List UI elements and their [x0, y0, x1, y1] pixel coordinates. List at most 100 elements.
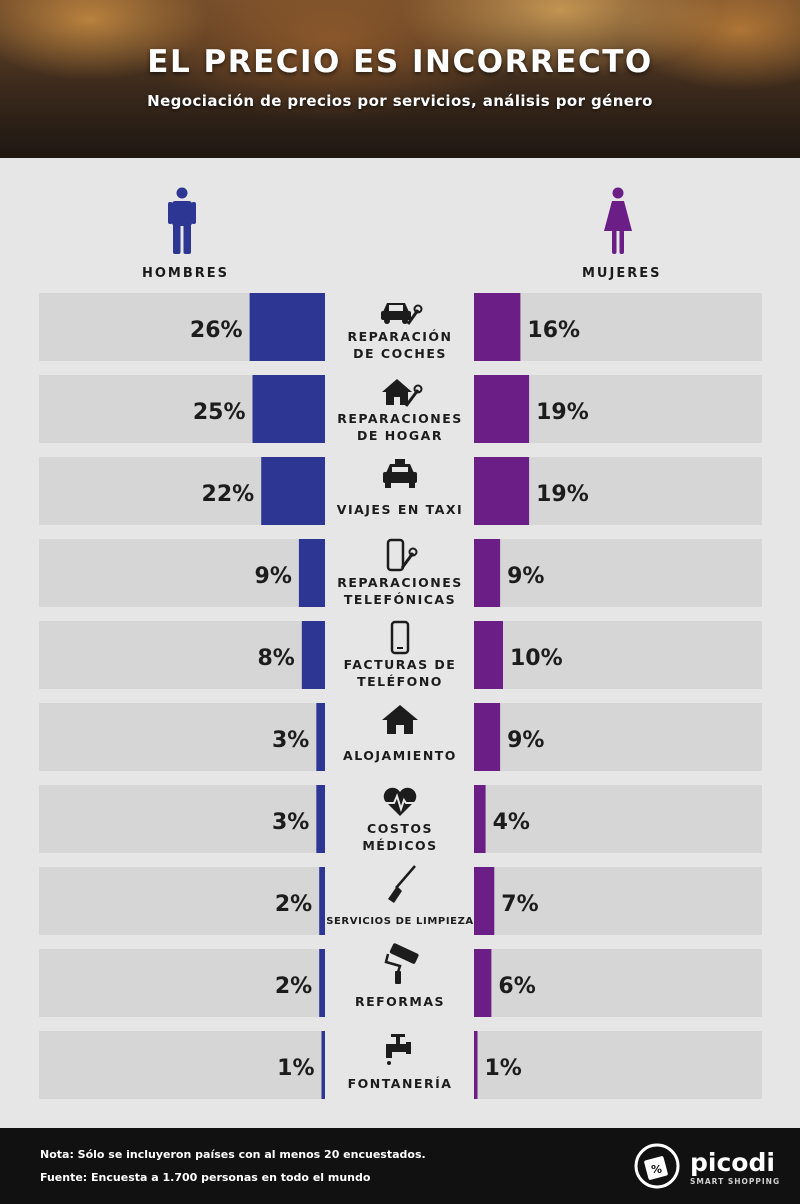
value-label-women: 10% — [510, 646, 563, 671]
value-label-men: 8% — [257, 646, 294, 671]
category-label: REPARACIONES — [337, 575, 463, 590]
category-label: ALOJAMIENTO — [343, 748, 457, 763]
value-label-women: 4% — [493, 810, 530, 835]
bar-men — [252, 375, 325, 443]
car-wrench-icon — [381, 303, 423, 325]
logo-text: picodi — [690, 1148, 775, 1177]
footer-source: Fuente: Encuesta a 1.700 personas en tod… — [40, 1171, 371, 1184]
man-icon — [168, 187, 196, 254]
category-label: TELÉFONO — [357, 674, 443, 689]
category-label: TELEFÓNICAS — [344, 592, 456, 607]
row-background-men — [39, 785, 317, 853]
row-background-men — [39, 703, 317, 771]
logo-subtext: SMART SHOPPING — [690, 1177, 781, 1186]
footer: Nota: Sólo se incluyeron países con al m… — [0, 1128, 800, 1204]
bar-men — [261, 457, 325, 525]
row-background-men — [39, 621, 302, 689]
category-label: COSTOS — [367, 821, 433, 836]
category-label: SERVICIOS DE LIMPIEZA — [326, 916, 474, 927]
legend-women-label: MUJERES — [582, 266, 662, 281]
picodi-logo-icon: % — [634, 1143, 680, 1189]
value-label-men: 22% — [202, 482, 255, 507]
faucet-icon — [386, 1034, 411, 1065]
value-label-women: 19% — [536, 482, 589, 507]
page-title: EL PRECIO ES INCORRECTO — [147, 44, 653, 80]
bar-women — [474, 539, 501, 607]
value-label-men: 1% — [277, 1056, 314, 1081]
bar-women — [474, 703, 501, 771]
value-label-men: 2% — [275, 892, 312, 917]
row-background-men — [39, 867, 320, 935]
header-banner: EL PRECIO ES INCORRECTO Negociación de p… — [0, 0, 800, 158]
category-label: VIAJES EN TAXI — [337, 502, 463, 517]
row-background-women — [520, 293, 762, 361]
bar-women — [474, 949, 492, 1017]
bar-men — [321, 1031, 325, 1099]
value-label-women: 1% — [485, 1056, 522, 1081]
house-wrench-icon — [382, 379, 423, 407]
row-background-women — [485, 785, 762, 853]
bar-women — [474, 457, 530, 525]
category-label: FONTANERÍA — [348, 1076, 453, 1091]
value-label-men: 26% — [190, 318, 243, 343]
phone-icon — [390, 620, 410, 655]
svg-text:%: % — [651, 1163, 662, 1176]
row-background-men — [39, 375, 253, 443]
bar-women — [474, 375, 530, 443]
category-label: DE COCHES — [353, 346, 447, 361]
category-label: MÉDICOS — [362, 838, 437, 853]
value-label-men: 3% — [272, 810, 309, 835]
row-background-men — [39, 293, 250, 361]
value-label-women: 9% — [507, 728, 544, 753]
page-subtitle: Negociación de precios por servicios, an… — [147, 92, 653, 110]
row-background-women — [494, 867, 762, 935]
row-background-women — [500, 539, 762, 607]
row-background-women — [503, 621, 762, 689]
value-label-men: 9% — [255, 564, 292, 589]
row-background-women — [500, 703, 762, 771]
bar-women — [474, 293, 521, 361]
category-label: DE HOGAR — [357, 428, 443, 443]
row-background-women — [477, 1031, 762, 1099]
value-label-women: 7% — [501, 892, 538, 917]
row-background-women — [529, 457, 762, 525]
value-label-men: 3% — [272, 728, 309, 753]
bar-women — [474, 1031, 478, 1099]
bar-women — [474, 867, 495, 935]
heartbeat-icon — [383, 787, 417, 816]
bar-men — [249, 293, 325, 361]
value-label-women: 6% — [498, 974, 535, 999]
woman-icon — [604, 187, 632, 254]
row-background-men — [39, 949, 320, 1017]
taxi-icon — [383, 459, 417, 488]
value-label-men: 2% — [275, 974, 312, 999]
value-label-women: 19% — [536, 400, 589, 425]
bar-men — [316, 703, 325, 771]
category-label: REPARACIONES — [337, 411, 463, 426]
row-background-women — [491, 949, 762, 1017]
bar-men — [319, 867, 325, 935]
value-label-women: 16% — [527, 318, 580, 343]
row-background-men — [39, 539, 299, 607]
category-label: REPARACIÓN — [347, 329, 452, 344]
category-label: REFORMAS — [355, 994, 445, 1009]
paint-roller-icon — [384, 943, 419, 984]
phone-wrench-icon — [386, 538, 418, 572]
bar-men — [298, 539, 325, 607]
category-label: FACTURAS DE — [344, 657, 457, 672]
house-icon — [382, 705, 418, 734]
row-background-men — [39, 457, 262, 525]
legend-men-label: HOMBRES — [142, 266, 230, 281]
value-label-women: 9% — [507, 564, 544, 589]
bar-women — [474, 785, 486, 853]
value-label-men: 25% — [193, 400, 246, 425]
bar-men — [316, 785, 325, 853]
broom-icon — [388, 865, 416, 903]
footer-note: Nota: Sólo se incluyeron países con al m… — [40, 1148, 426, 1161]
row-background-women — [529, 375, 762, 443]
row-background-men — [39, 1031, 322, 1099]
bar-men — [319, 949, 325, 1017]
bar-men — [301, 621, 325, 689]
bar-women — [474, 621, 503, 689]
